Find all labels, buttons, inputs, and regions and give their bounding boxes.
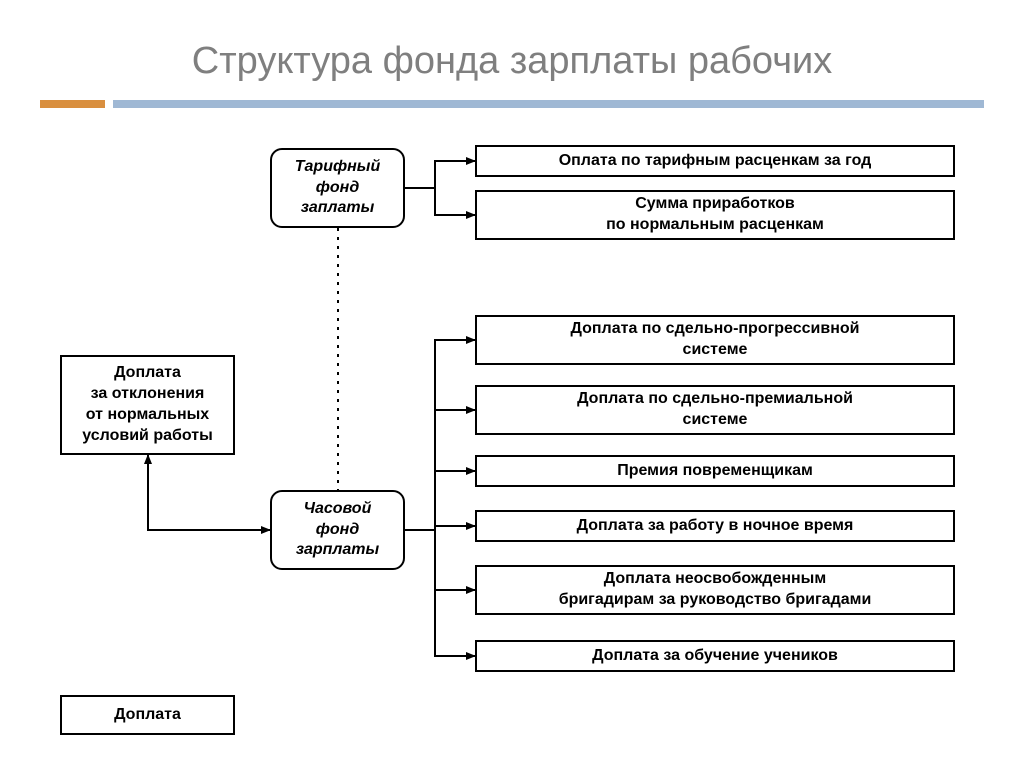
accent-gap: [105, 100, 113, 108]
edge-hourly_fund-brigadiers: [405, 530, 475, 590]
edge-deviation-hourly_fund: [148, 455, 270, 530]
accent-bar: [40, 100, 984, 108]
edge-hourly_fund-premium_sys: [405, 410, 475, 530]
edge-tariff_fund-tariff_rates: [405, 161, 475, 188]
diagram-canvas: Тарифныйфондзаплаты Часовойфондзарплаты До…: [40, 130, 984, 758]
accent-blue: [113, 100, 984, 108]
node-sum_extra: Сумма приработковпо нормальным расценкам: [475, 190, 955, 240]
node-hourly_fund: Часовойфондзарплаты: [270, 490, 405, 570]
node-deviation: Доплатаза отклоненияот нормальныхусловий…: [60, 355, 235, 455]
node-tariff_rates: Оплата по тарифным расценкам за год: [475, 145, 955, 177]
edge-hourly_fund-students: [405, 530, 475, 656]
node-progressive: Доплата по сдельно-прогрессивнойсистеме: [475, 315, 955, 365]
node-premium_sys: Доплата по сдельно-премиальнойсистеме: [475, 385, 955, 435]
edge-tariff_fund-sum_extra: [405, 188, 475, 215]
node-brigadiers: Доплата неосвобожденнымбригадирам за рук…: [475, 565, 955, 615]
node-doplata: Доплата: [60, 695, 235, 735]
edge-hourly_fund-time_bonus: [405, 471, 475, 530]
node-students: Доплата за обучение учеников: [475, 640, 955, 672]
node-night: Доплата за работу в ночное время: [475, 510, 955, 542]
node-tariff_fund: Тарифныйфондзаплаты: [270, 148, 405, 228]
node-time_bonus: Премия повременщикам: [475, 455, 955, 487]
accent-orange: [40, 100, 105, 108]
edge-hourly_fund-night: [405, 526, 475, 530]
page-title: Структура фонда зарплаты рабочих: [0, 40, 1024, 83]
edge-hourly_fund-progressive: [405, 340, 475, 530]
